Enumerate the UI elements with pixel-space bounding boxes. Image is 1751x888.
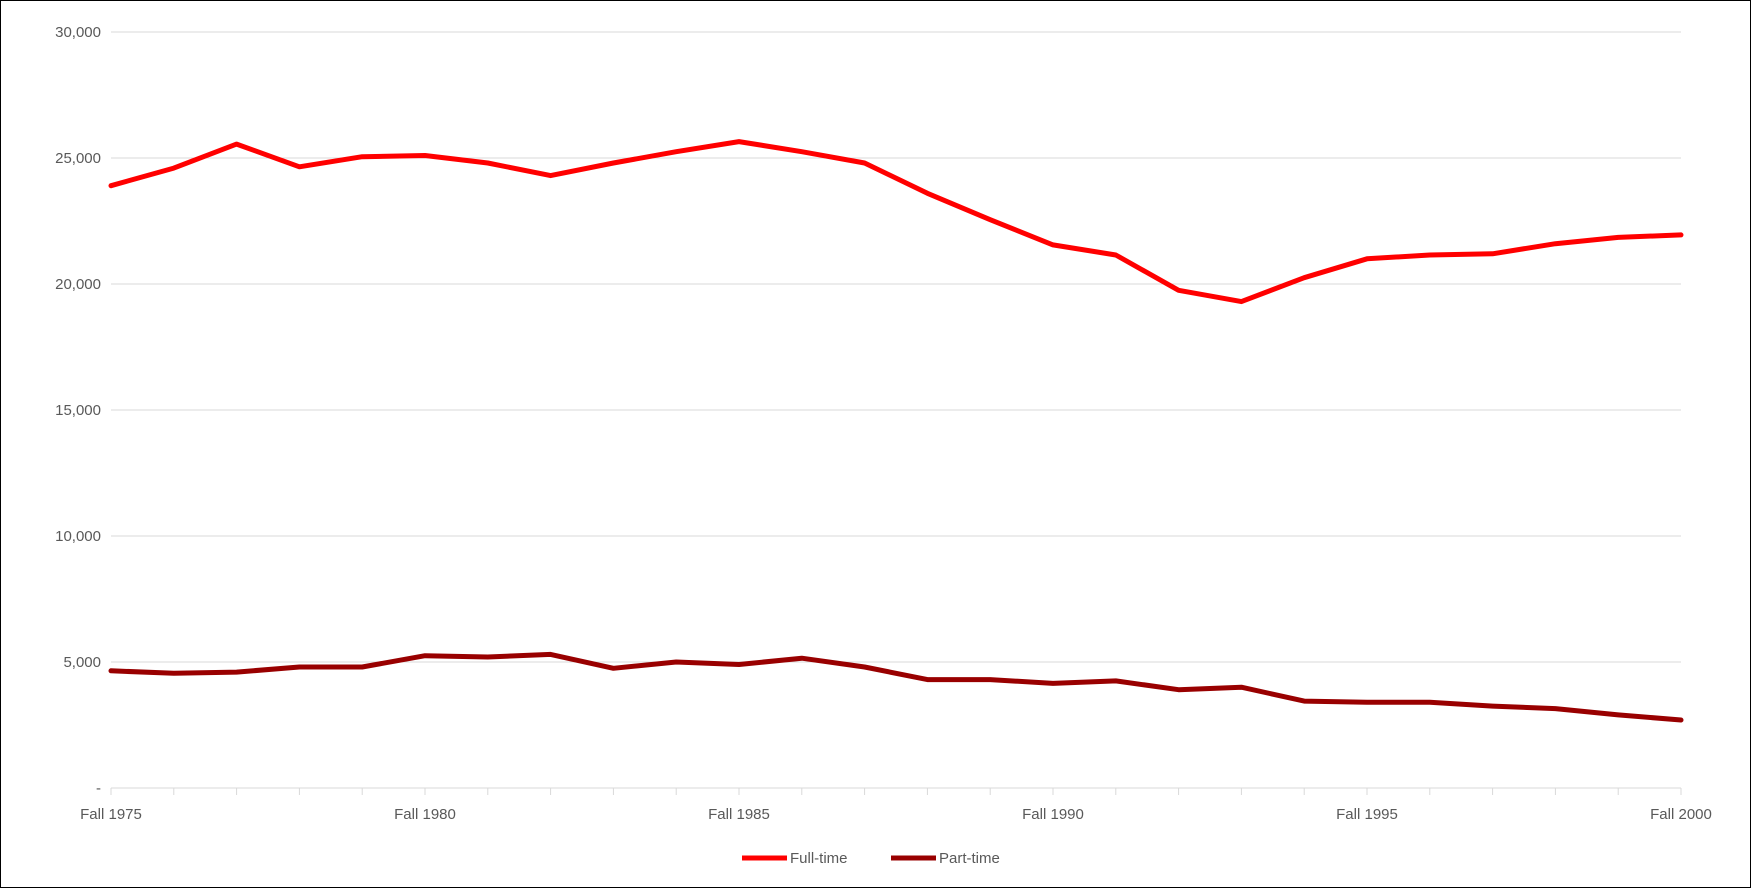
y-tick-label: 5,000 — [63, 654, 101, 671]
x-axis — [110, 787, 1682, 795]
x-tick-label: Fall 1995 — [1336, 806, 1398, 823]
legend-item-full-time: Full-time — [742, 850, 848, 867]
series-line-full-time — [108, 139, 1684, 305]
y-tick-label: 10,000 — [55, 528, 101, 545]
x-axis-tick-labels: Fall 1975 Fall 1980 Fall 1985 Fall 1990 Fall… — [80, 806, 1712, 823]
gridlines — [111, 31, 1681, 663]
series-lines — [108, 139, 1684, 723]
legend-label-full-time: Full-time — [790, 850, 848, 867]
y-tick-label: 25,000 — [55, 150, 101, 167]
legend: Full-time Part-time — [742, 850, 1000, 867]
legend-item-part-time: Part-time — [891, 850, 1000, 867]
y-tick-label: 30,000 — [55, 24, 101, 41]
y-tick-label: - — [96, 780, 101, 797]
x-tick-label: Fall 1990 — [1022, 806, 1084, 823]
x-tick-label: Fall 1975 — [80, 806, 142, 823]
y-tick-label: 15,000 — [55, 402, 101, 419]
series-line-part-time — [108, 651, 1684, 723]
y-axis-tick-labels: - 5,000 10,000 15,000 20,000 25,000 30,000 — [55, 24, 101, 797]
y-tick-label: 20,000 — [55, 276, 101, 293]
legend-label-part-time: Part-time — [939, 850, 1000, 867]
x-tick-label: Fall 1980 — [394, 806, 456, 823]
x-tick-label: Fall 1985 — [708, 806, 770, 823]
x-tick-label: Fall 2000 — [1650, 806, 1712, 823]
